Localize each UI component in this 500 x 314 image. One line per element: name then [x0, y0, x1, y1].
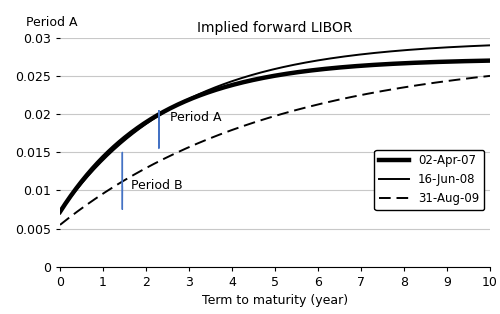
Text: Period A: Period A	[170, 111, 221, 124]
Line: 16-Jun-08: 16-Jun-08	[60, 45, 490, 212]
16-Jun-08	[108, 150, 114, 154]
31-Aug-09	[368, 91, 374, 95]
02-Apr-07	[370, 63, 376, 67]
16-Jun-08	[228, 80, 234, 84]
31-Aug-09	[57, 223, 63, 227]
31-Aug-09	[487, 74, 493, 78]
Line: 31-Aug-09: 31-Aug-09	[60, 76, 490, 225]
02-Apr-07	[197, 93, 203, 97]
02-Apr-07	[57, 210, 63, 214]
02-Apr-07	[368, 63, 374, 67]
16-Jun-08	[57, 210, 63, 214]
16-Jun-08	[197, 92, 203, 95]
16-Jun-08	[370, 51, 376, 55]
16-Jun-08	[487, 43, 493, 47]
X-axis label: Term to maturity (year): Term to maturity (year)	[202, 295, 348, 307]
Text: Period A: Period A	[26, 15, 77, 29]
Legend: 02-Apr-07, 16-Jun-08, 31-Aug-09: 02-Apr-07, 16-Jun-08, 31-Aug-09	[374, 150, 484, 210]
02-Apr-07	[108, 147, 114, 151]
Line: 02-Apr-07: 02-Apr-07	[60, 61, 490, 212]
31-Aug-09	[328, 100, 334, 103]
31-Aug-09	[370, 91, 376, 95]
02-Apr-07	[487, 59, 493, 62]
Title: Implied forward LIBOR: Implied forward LIBOR	[197, 21, 353, 35]
02-Apr-07	[328, 67, 334, 70]
31-Aug-09	[228, 129, 234, 133]
16-Jun-08	[328, 57, 334, 60]
16-Jun-08	[368, 51, 374, 55]
02-Apr-07	[228, 84, 234, 87]
31-Aug-09	[197, 140, 203, 144]
31-Aug-09	[108, 186, 114, 190]
Text: Period B: Period B	[131, 179, 182, 192]
